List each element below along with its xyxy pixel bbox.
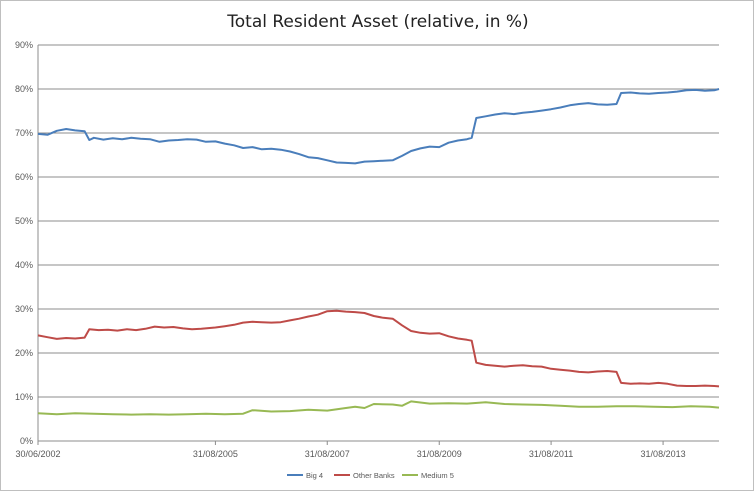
chart-title: Total Resident Asset (relative, in %) [226, 12, 528, 32]
series-line-0 [37, 88, 720, 165]
series-line-2 [37, 400, 720, 416]
y-tick-label: 0% [20, 436, 33, 446]
y-tick-label: 40% [15, 260, 33, 270]
y-tick-label: 10% [15, 392, 33, 402]
x-tick-label: 31/08/2011 [529, 449, 573, 459]
y-tick-label: 60% [15, 172, 33, 182]
x-tick-label: 31/08/2009 [417, 449, 462, 459]
legend-label: Big 4 [306, 471, 323, 480]
grid-lines [38, 44, 719, 398]
legend-label: Other Banks [353, 471, 395, 480]
series-line-1 [37, 309, 720, 388]
x-tick-label: 31/08/2007 [305, 449, 350, 459]
legend: Big 4 Other Banks Medium 5 [287, 471, 454, 480]
series-lines [37, 88, 720, 416]
legend-label: Medium 5 [421, 471, 454, 480]
y-axis-tick-labels: 0% 10% 20% 30% 40% 50% 60% 70% 80% 90% [15, 40, 33, 446]
x-tick-label: 30/06/2002 [15, 449, 60, 459]
y-tick-label: 50% [15, 216, 33, 226]
y-tick-label: 90% [15, 40, 33, 50]
y-tick-label: 70% [15, 128, 33, 138]
x-tick-label: 31/08/2013 [641, 449, 686, 459]
axes [37, 45, 719, 442]
y-tick-label: 80% [15, 84, 33, 94]
x-tick-label: 31/08/2005 [193, 449, 238, 459]
y-tick-label: 30% [15, 304, 33, 314]
x-axis-tick-labels: 30/06/2002 31/08/2005 31/08/2007 31/08/2009… [15, 441, 686, 459]
y-tick-label: 20% [15, 348, 33, 358]
